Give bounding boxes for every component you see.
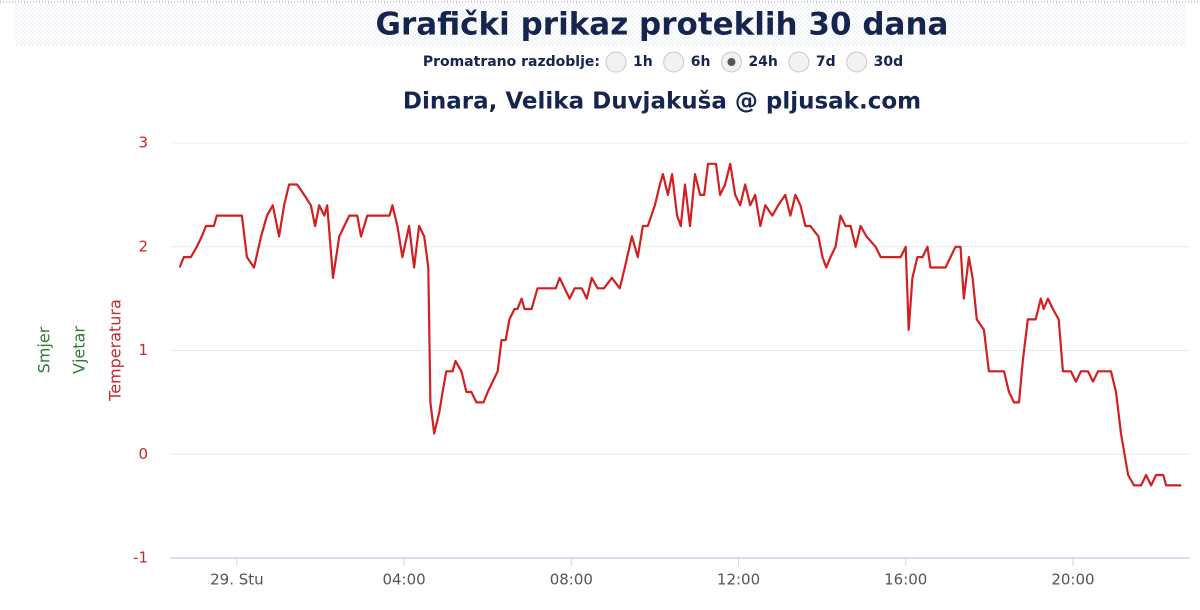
y-tick-label: 3 (138, 134, 148, 152)
period-label: Promatrano razdoblje: (423, 54, 600, 70)
period-option[interactable]: 1h (605, 51, 653, 73)
period-option-label[interactable]: 24h (748, 54, 777, 70)
period-option-label[interactable]: 7d (816, 54, 836, 70)
period-option-label[interactable]: 1h (633, 54, 653, 70)
period-option-label[interactable]: 30d (874, 54, 904, 70)
x-tick-label: 12:00 (717, 571, 760, 589)
y-tick-label: 2 (138, 237, 148, 255)
chart-title: Grafički prikaz proteklih 30 dana (376, 7, 949, 43)
radio-button[interactable] (663, 51, 685, 73)
x-tick-label: 04:00 (382, 571, 425, 589)
y-tick-label: -1 (133, 549, 148, 567)
x-tick-label: 29. Stu (210, 571, 264, 589)
x-tick-label: 16:00 (884, 571, 927, 589)
y-tick-label: 0 (138, 445, 148, 463)
title-band (15, 4, 1185, 46)
chart-subtitle: Dinara, Velika Duvjakuša @ pljusak.com (403, 89, 921, 115)
period-option[interactable]: 7d (788, 51, 836, 73)
radio-button[interactable] (605, 51, 627, 73)
period-option[interactable]: 30d (846, 51, 904, 73)
radio-dot[interactable] (727, 58, 736, 66)
x-tick-label: 08:00 (550, 571, 593, 589)
y-axis-label: Vjetar (70, 326, 89, 374)
period-option-label[interactable]: 6h (691, 54, 711, 70)
temperature-line (178, 162, 1182, 487)
y-tick-label: 1 (138, 341, 148, 359)
x-tick-label: 20:00 (1051, 571, 1094, 589)
radio-button[interactable] (788, 51, 810, 73)
y-axis-label: Temperatura (106, 299, 125, 402)
period-option[interactable]: 24h (720, 51, 778, 73)
radio-button[interactable] (846, 51, 868, 73)
period-option[interactable]: 6h (663, 51, 711, 73)
plot-area: -1 0 1 2 3 29. Stu 04:00 08:00 12:00 16:00 20:00 Sm… (35, 134, 1190, 589)
y-axis-label: Smjer (35, 326, 54, 373)
